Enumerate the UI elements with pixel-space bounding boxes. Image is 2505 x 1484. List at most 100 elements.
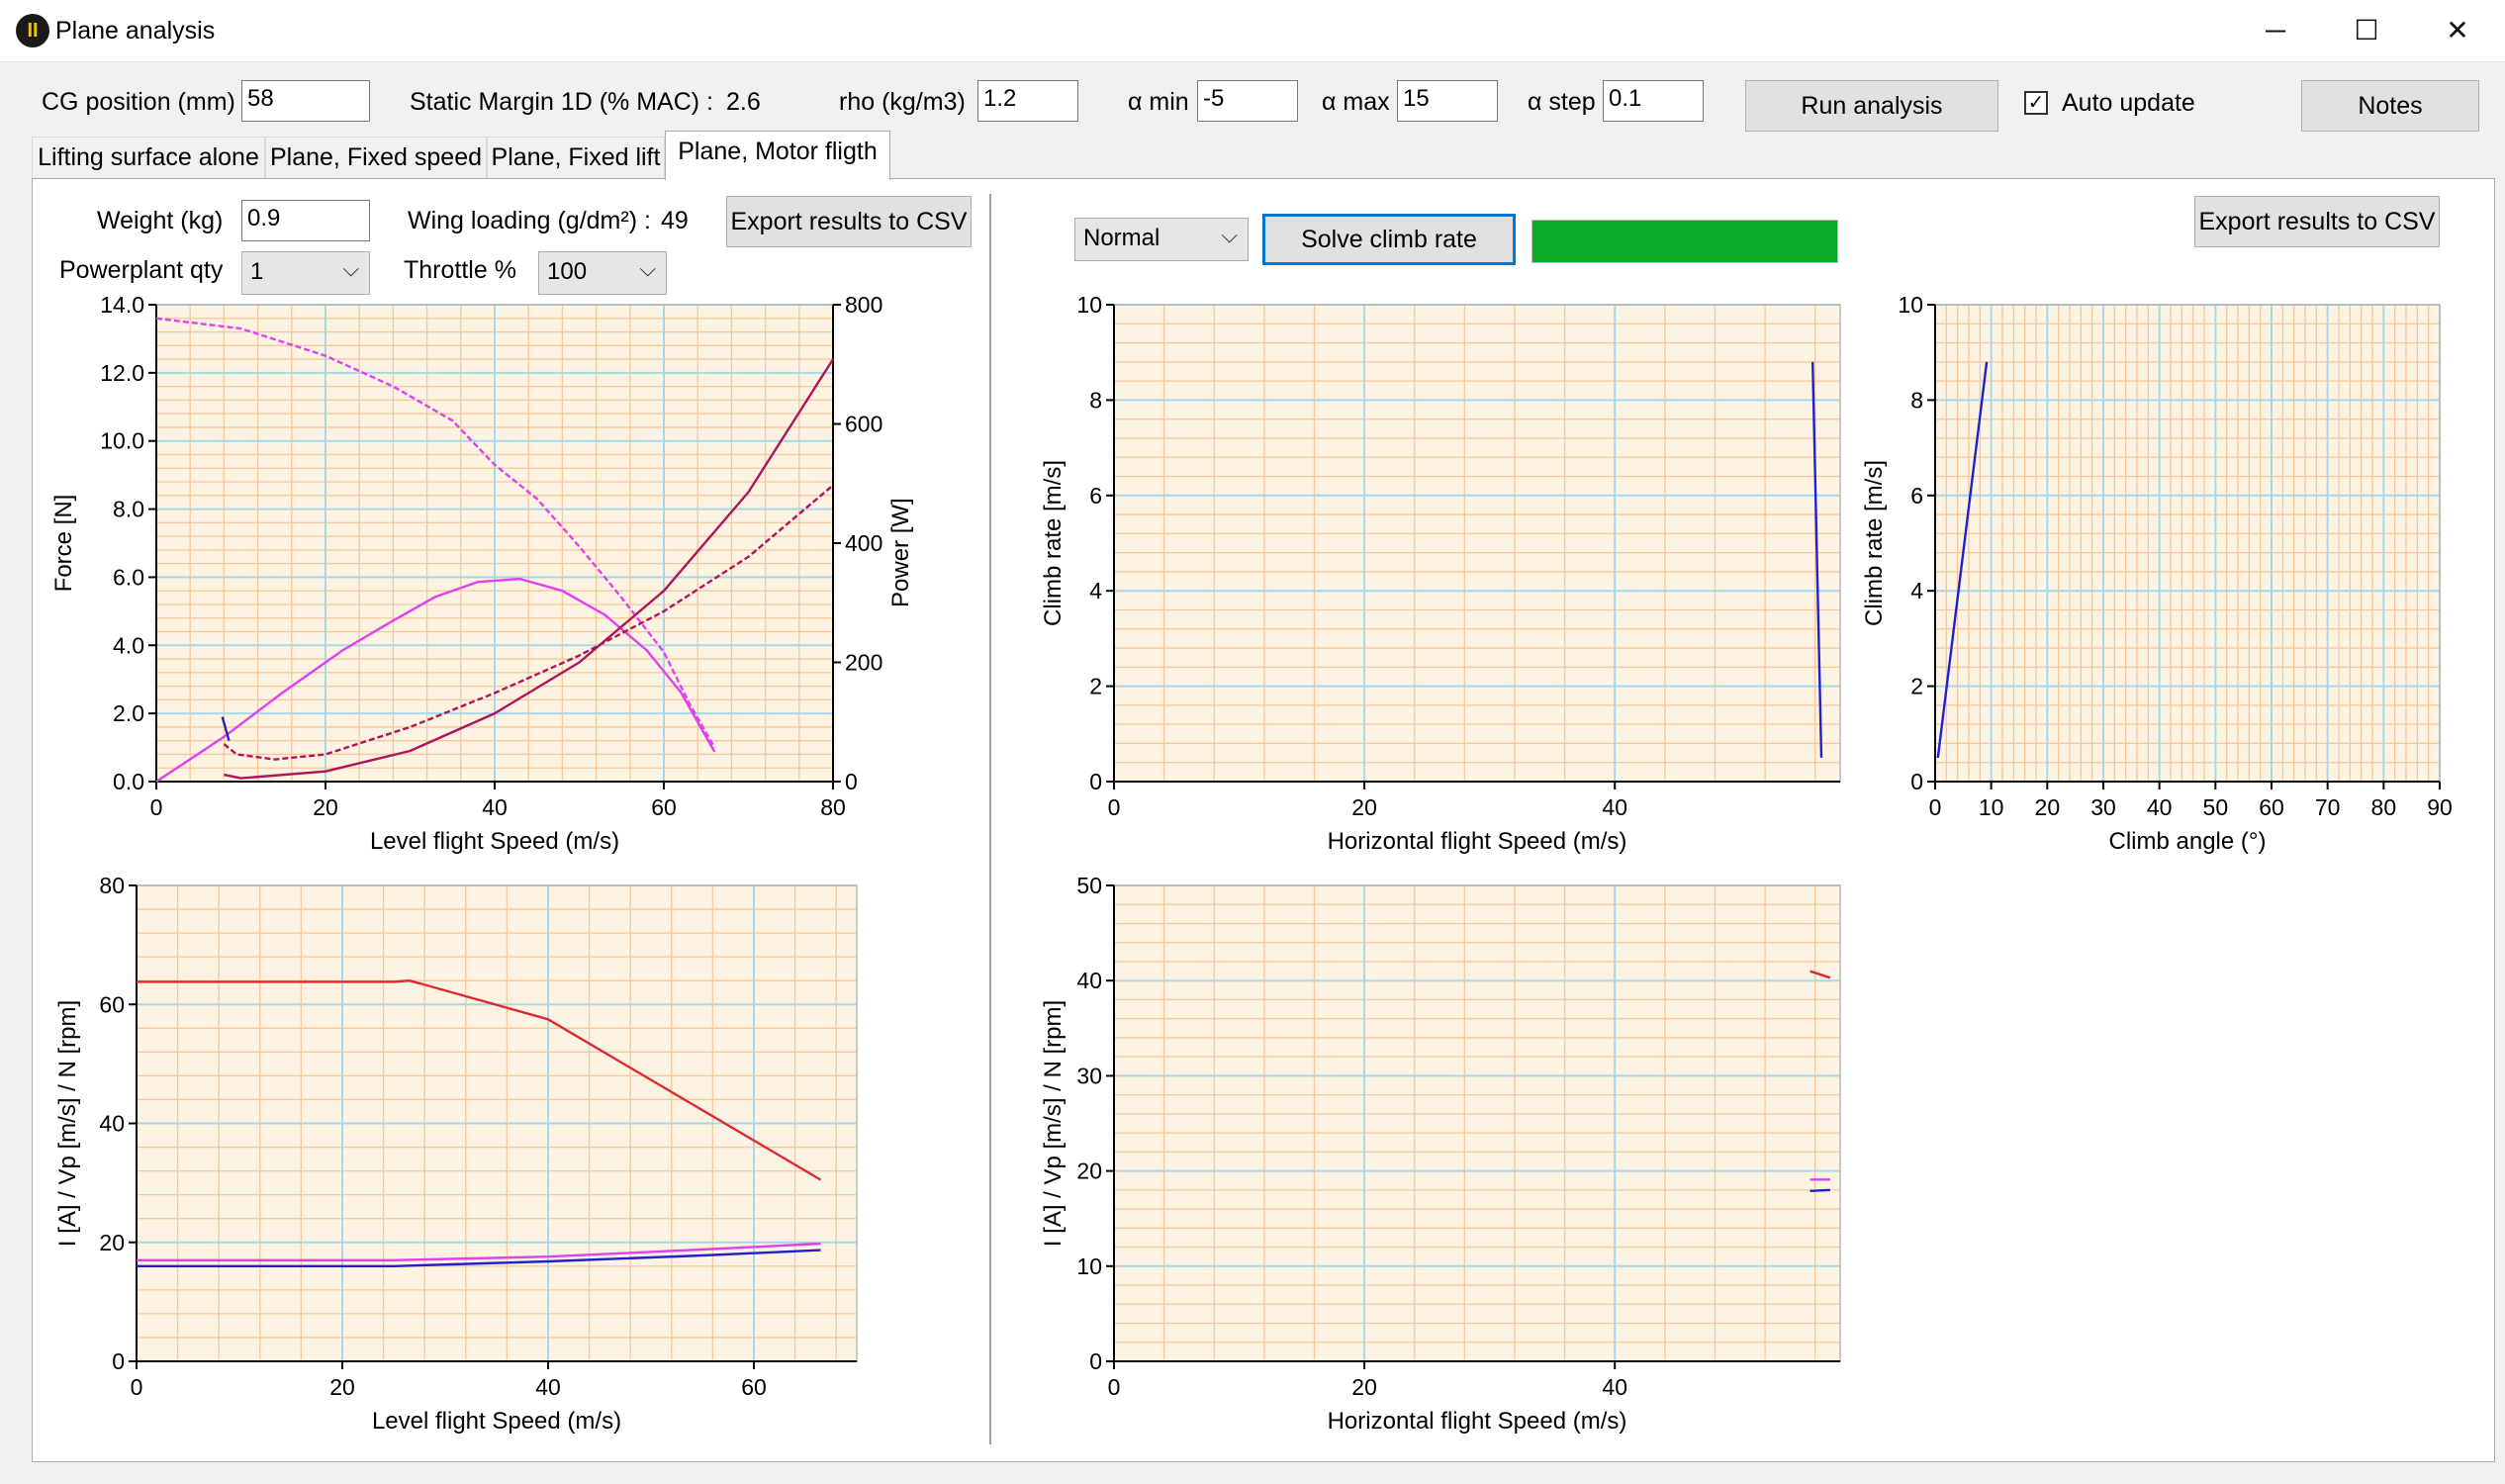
- x-tick-label: 0: [150, 794, 163, 820]
- y2-tick-label: 800: [845, 292, 882, 318]
- y2-tick-label: 200: [845, 650, 882, 676]
- throttle-select[interactable]: 100 ⌵: [538, 251, 667, 295]
- x-tick-label: 60: [2259, 794, 2284, 820]
- series-line-blue-2: [137, 1249, 821, 1268]
- wing-loading-label: Wing loading (g/dm²) :: [408, 207, 651, 234]
- export-csv-button-left[interactable]: Export results to CSV: [726, 196, 972, 247]
- x-tick-label: 20: [2035, 794, 2061, 820]
- close-button[interactable]: ✕: [2446, 15, 2469, 46]
- x-tick-label: 40: [2147, 794, 2173, 820]
- chevron-down-icon: ⌵: [639, 256, 656, 281]
- y-tick-label: 80: [99, 873, 125, 898]
- grid: [1113, 304, 1840, 783]
- alpha-max-input[interactable]: 15: [1397, 80, 1498, 122]
- powerplant-qty-select[interactable]: 1 ⌵: [241, 251, 370, 295]
- auto-update-checkbox[interactable]: ✓: [2024, 91, 2048, 115]
- alpha-step-label: α step: [1528, 88, 1596, 116]
- tab-lifting-surface-alone[interactable]: Lifting surface alone: [32, 137, 265, 178]
- series-line-blue-4: [221, 716, 231, 742]
- maximize-button[interactable]: ☐: [2354, 15, 2379, 46]
- y-tick-label: 0: [1089, 769, 1102, 794]
- x-axis-label: Level flight Speed (m/s): [370, 828, 619, 855]
- tab-plane-fixed-lift[interactable]: Plane, Fixed lift: [487, 137, 665, 178]
- series-line-magenta-1: [137, 1242, 821, 1262]
- weight-input[interactable]: 0.9: [241, 200, 370, 241]
- x-tick-label: 40: [1602, 1374, 1627, 1400]
- climb-current-rpm-chart: 0 20 40 0 10 20 30 40 50 Horizontal flight Speed …: [1040, 873, 1841, 1435]
- throttle-value: 100: [547, 258, 588, 285]
- solve-climb-rate-button[interactable]: Solve climb rate: [1262, 214, 1516, 265]
- x-tick-label: 80: [2371, 794, 2397, 820]
- app-logo-icon: II: [16, 14, 49, 47]
- static-margin-label: Static Margin 1D (% MAC) :: [410, 88, 714, 116]
- y-tick-label: 8.0: [113, 497, 144, 522]
- static-margin-value: 2.6: [726, 88, 761, 116]
- x-tick-label: 70: [2315, 794, 2341, 820]
- x-tick-label: 30: [2090, 794, 2116, 820]
- grid: [1934, 304, 2441, 783]
- series-line-red-0: [1809, 970, 1831, 979]
- auto-update-label: Auto update: [2062, 89, 2195, 117]
- plot-area: [1935, 305, 2440, 782]
- plot-area: [1114, 885, 1840, 1361]
- y2-tick-label: 400: [845, 530, 882, 556]
- alpha-min-input[interactable]: -5: [1197, 80, 1298, 122]
- chevron-down-icon: ⌵: [1221, 223, 1238, 247]
- x-tick-label: 90: [2427, 794, 2453, 820]
- x-tick-label: 40: [535, 1374, 561, 1400]
- x-tick-label: 20: [1351, 794, 1377, 820]
- y-tick-label: 0.0: [113, 769, 144, 794]
- x-tick-label: 50: [2203, 794, 2229, 820]
- series-line-crimson-3: [224, 358, 835, 780]
- export-csv-button-right[interactable]: Export results to CSV: [2194, 196, 2440, 247]
- x-tick-label: 10: [1979, 794, 2004, 820]
- series-line-blue-0: [1936, 361, 1989, 759]
- cg-position-input[interactable]: 58: [241, 80, 370, 122]
- grid: [136, 884, 857, 1362]
- y-tick-label: 20: [99, 1230, 125, 1255]
- series-line-red-0: [137, 979, 822, 1181]
- x-tick-label: 40: [1602, 794, 1627, 820]
- x-axis-label: Level flight Speed (m/s): [372, 1408, 621, 1435]
- notes-button[interactable]: Notes: [2301, 80, 2479, 132]
- y-tick-label: 12.0: [100, 360, 144, 386]
- climb-rate-angle-chart: 0 10 20 30 40 50 60 70 80 90 0 2 4 6 8 10 Climb angle (°…: [1861, 292, 2453, 855]
- force-power-chart: 0 20 40 60 80 0.0 2.0 4.0 6.0 8.0 10.0 12.0 14.0 0 200…: [50, 292, 914, 855]
- minimize-button[interactable]: ─: [2266, 15, 2285, 46]
- panel-divider[interactable]: [989, 194, 991, 1444]
- y-axis-label: I [A] / Vp [m/s] / N [rpm]: [54, 1000, 81, 1247]
- y-tick-label: 60: [99, 991, 125, 1017]
- window-title: Plane analysis: [55, 17, 216, 45]
- x-tick-label: 20: [329, 1374, 355, 1400]
- rho-label: rho (kg/m3): [839, 88, 966, 116]
- tab-plane-fixed-speed[interactable]: Plane, Fixed speed: [265, 137, 487, 178]
- series-line-blue-0: [1811, 361, 1823, 758]
- y-tick-label: 2: [1910, 674, 1923, 699]
- y-tick-label: 50: [1076, 873, 1102, 898]
- series-line-magenta-1: [155, 577, 716, 784]
- alpha-min-label: α min: [1128, 88, 1189, 116]
- mode-value: Normal: [1083, 225, 1160, 251]
- y-tick-label: 0: [1910, 769, 1923, 794]
- x-axis-label: Climb angle (°): [2109, 828, 2267, 855]
- x-tick-label: 20: [1351, 1374, 1377, 1400]
- x-axis-label: Horizontal flight Speed (m/s): [1328, 828, 1627, 855]
- y-axis-label: Climb rate [m/s]: [1861, 460, 1888, 626]
- y-tick-label: 20: [1076, 1159, 1102, 1184]
- y2-tick-label: 0: [845, 769, 858, 794]
- y-tick-label: 8: [1910, 387, 1923, 413]
- alpha-step-input[interactable]: 0.1: [1603, 80, 1704, 122]
- plot-area: [1114, 305, 1840, 782]
- y-tick-label: 40: [99, 1111, 125, 1137]
- y-tick-label: 2.0: [113, 700, 144, 726]
- run-analysis-button[interactable]: Run analysis: [1745, 80, 1998, 132]
- rho-input[interactable]: 1.2: [977, 80, 1078, 122]
- y-tick-label: 0: [112, 1348, 125, 1374]
- mode-select[interactable]: Normal ⌵: [1074, 218, 1249, 261]
- progress-bar-fill: [1532, 221, 1837, 262]
- y-tick-label: 10.0: [100, 428, 144, 454]
- tab-plane-motor-flight[interactable]: Plane, Motor fligth: [665, 131, 890, 180]
- x-tick-label: 0: [1108, 794, 1121, 820]
- cg-position-label: CG position (mm): [42, 88, 235, 116]
